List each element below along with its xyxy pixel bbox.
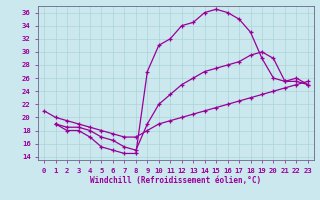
X-axis label: Windchill (Refroidissement éolien,°C): Windchill (Refroidissement éolien,°C) xyxy=(91,176,261,185)
